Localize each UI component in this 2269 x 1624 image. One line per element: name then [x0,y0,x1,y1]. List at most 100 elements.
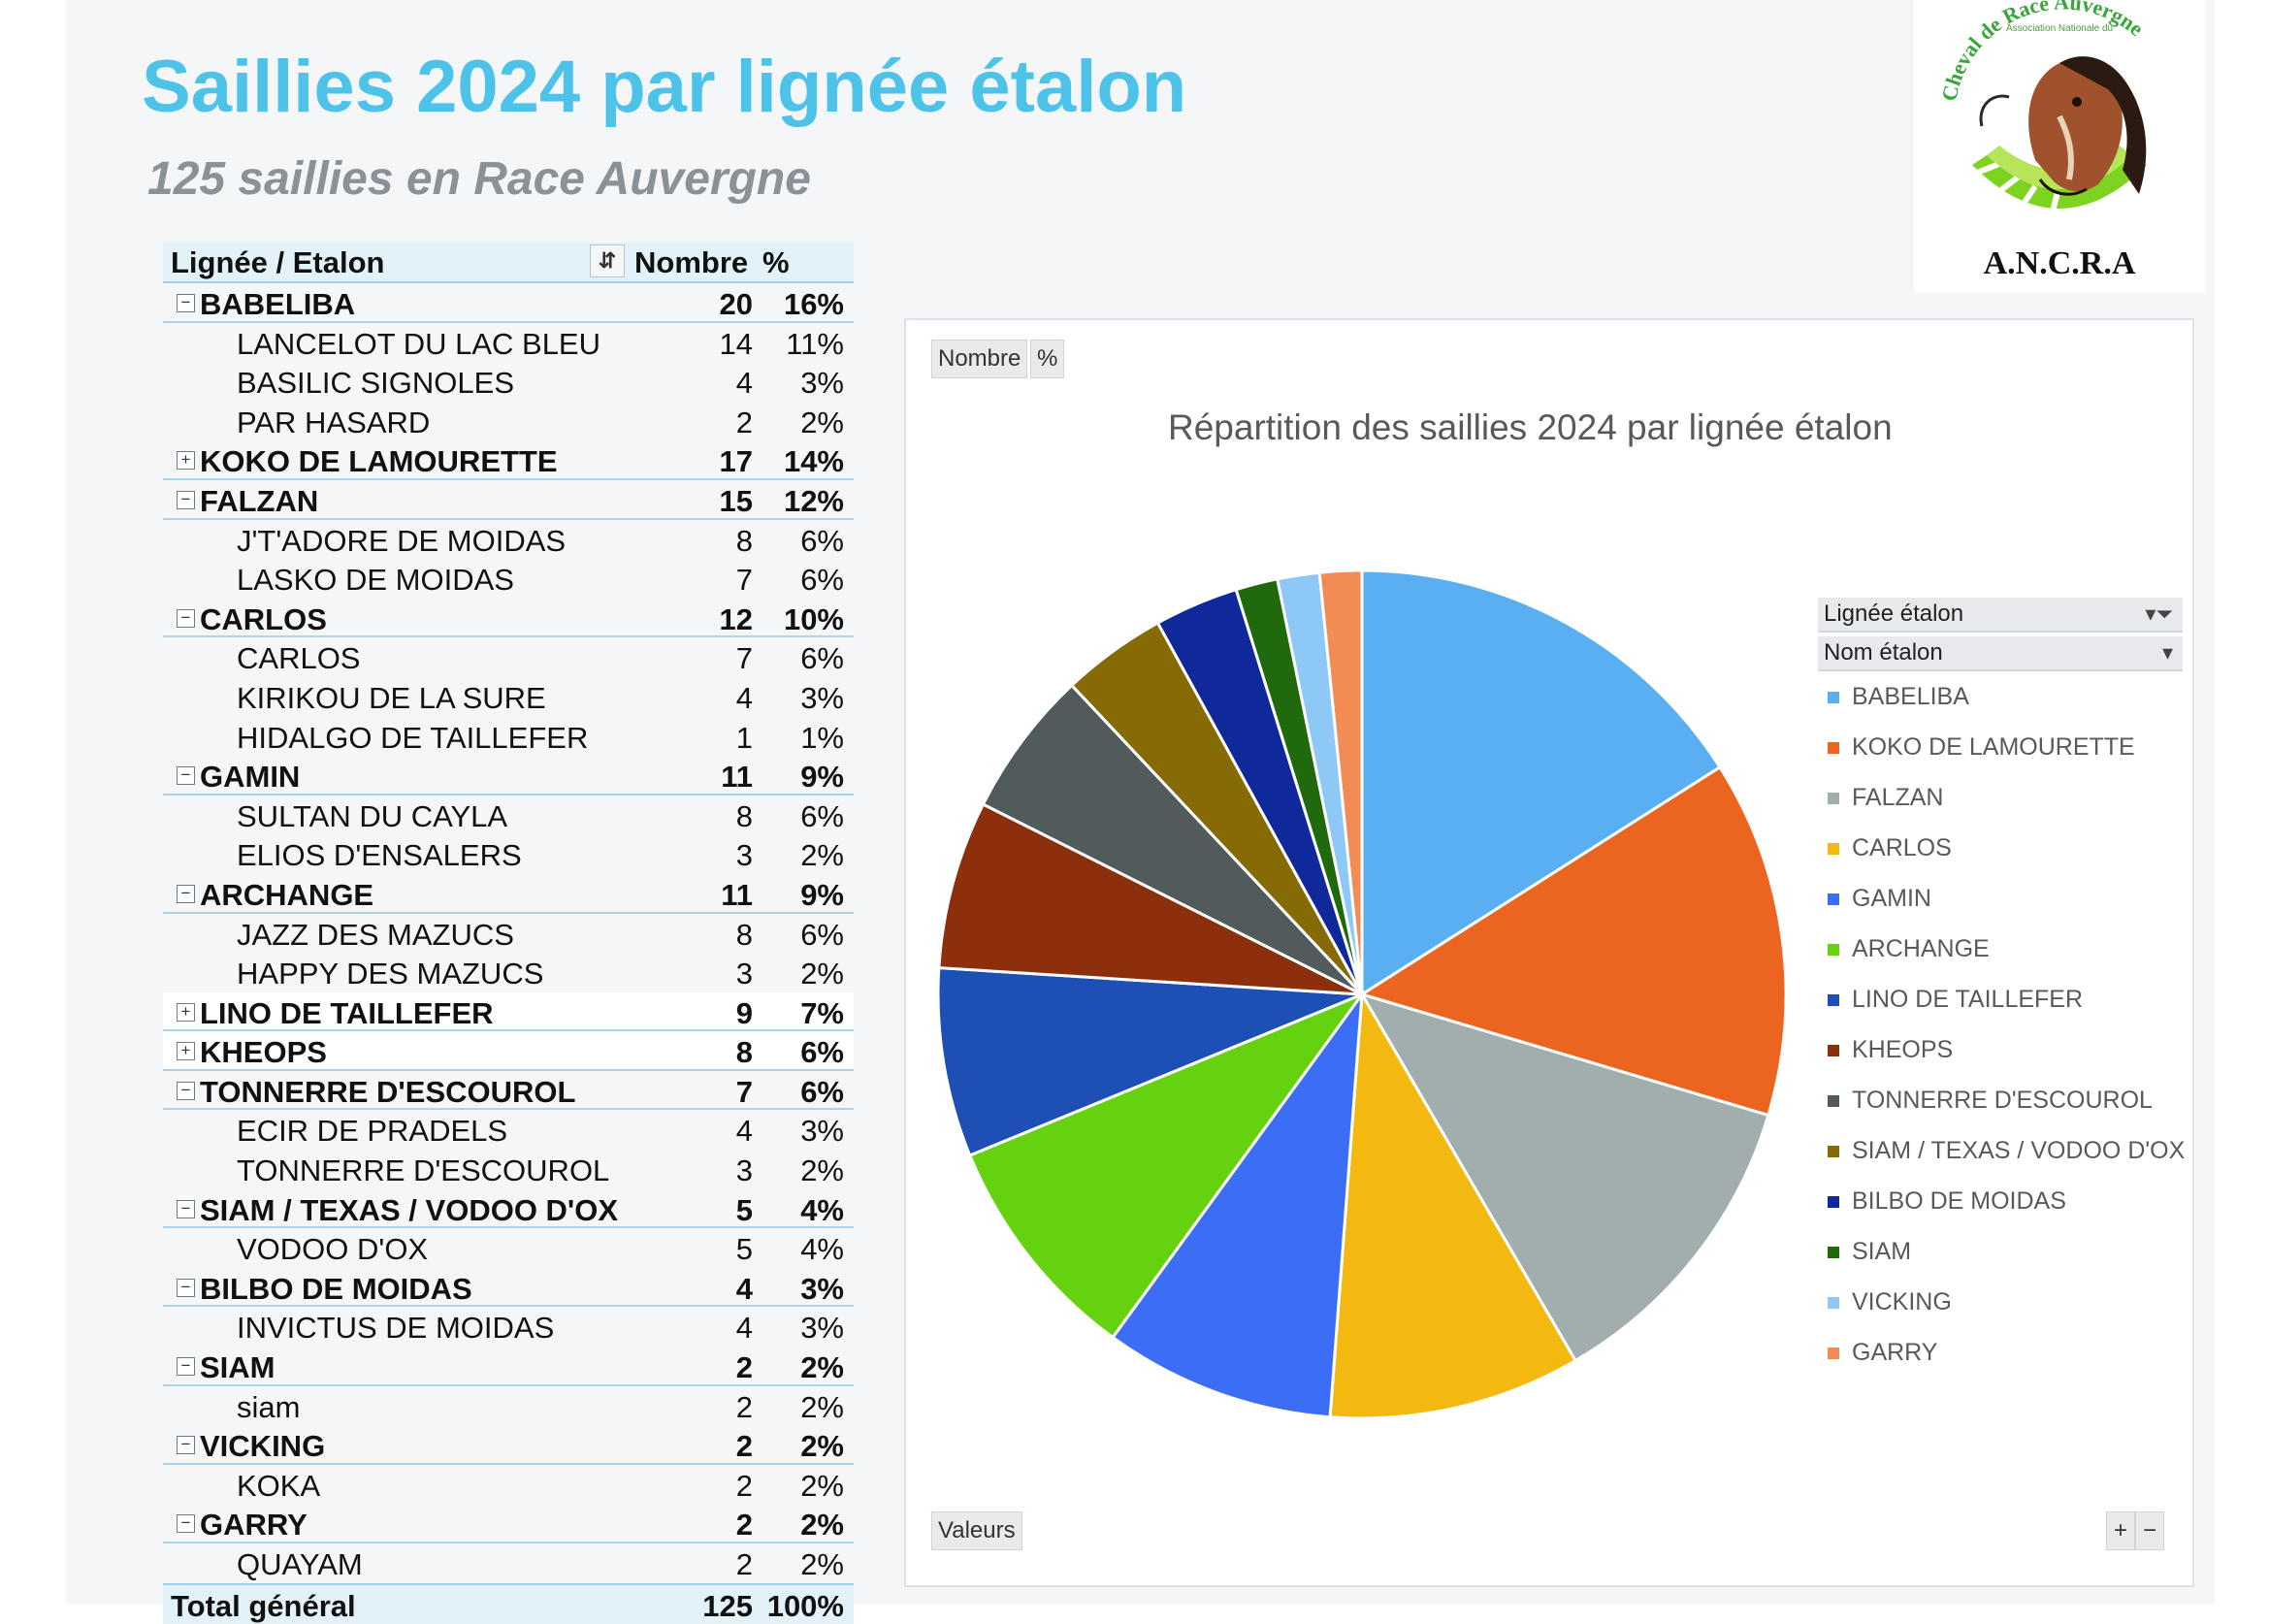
legend-item[interactable]: CARLOS [1818,827,2183,877]
page-title: Saillies 2024 par lignée étalon [142,46,1187,128]
collapse-toggle-icon[interactable]: − [177,490,195,509]
group-row: − SIAM / TEXAS / VODOO D'OX 5 4% [163,1189,854,1229]
group-label: TONNERRE D'ESCOUROL [200,1074,576,1109]
pie-slice-9[interactable] [981,683,1364,996]
child-row: ECIR DE PRADELS 4 3% [163,1110,854,1150]
pie-slice-2[interactable] [1358,764,1788,1118]
group-label: VICKING [200,1429,326,1464]
legend-label: ARCHANGE [1852,935,1990,962]
legend-label: LINO DE TAILLEFER [1852,986,2084,1013]
child-count: 4 [735,680,753,715]
collapse-toggle-icon[interactable]: − [177,294,195,312]
legend-item[interactable]: GAMIN [1818,877,2183,927]
child-count: 2 [735,1547,753,1581]
legend-item[interactable]: LINO DE TAILLEFER [1818,978,2183,1028]
collapse-toggle-icon[interactable]: − [177,1357,195,1377]
legend-label: GAMIN [1852,885,1931,912]
group-label: BABELIBA [200,287,356,321]
legend-item[interactable]: ARCHANGE [1818,927,2183,978]
group-count: 12 [719,601,753,636]
group-count: 11 [721,877,753,912]
child-label: TONNERRE D'ESCOUROL [237,1153,610,1188]
group-pct: 14% [783,444,844,479]
legend-item[interactable]: FALZAN [1818,776,2183,827]
legend-item[interactable]: KHEOPS [1818,1028,2183,1079]
group-row: − BILBO DE MOIDAS 4 3% [163,1268,854,1308]
pie-slice-7[interactable] [936,965,1363,1157]
child-pct: 6% [800,563,844,598]
legend-item[interactable]: BILBO DE MOIDAS [1818,1180,2183,1230]
child-label: J'T'ADORE DE MOIDAS [237,523,567,558]
group-row: − VICKING 2 2% [163,1425,854,1465]
group-pct: 12% [783,483,844,518]
expand-toggle-icon[interactable]: + [177,451,195,471]
legend-label: GARRY [1852,1339,1938,1366]
legend-filter-lignee[interactable]: Lignée étalon ▾⏷ [1818,598,2183,633]
collapse-toggle-icon[interactable]: − [177,608,195,628]
child-label: INVICTUS DE MOIDAS [237,1311,555,1346]
pie-slice-6[interactable] [967,991,1367,1340]
group-count: 4 [735,1271,753,1306]
group-pct: 6% [800,1074,844,1109]
legend-item[interactable]: GARRY [1818,1331,2183,1381]
child-pct: 3% [800,680,844,715]
group-row: − BABELIBA 20 16% [163,283,854,323]
svg-text:Association Nationale du: Association Nationale du [2006,23,2113,34]
legend-item[interactable]: SIAM [1818,1230,2183,1281]
pivot-header-row: Lignée / Etalon ⇵ Nombre % [163,243,854,283]
filter-icon[interactable]: ▾⏷ [2145,601,2173,626]
pie-slice-8[interactable] [937,802,1363,996]
child-label: KOKA [237,1468,321,1503]
legend-item[interactable]: VICKING [1818,1281,2183,1331]
collapse-toggle-icon[interactable]: − [177,766,195,786]
pie-slice-14[interactable] [1317,568,1364,995]
expand-toggle-icon[interactable]: + [177,1002,195,1022]
child-label: HAPPY DES MAZUCS [237,957,544,991]
child-pct: 11% [786,326,844,361]
chevron-down-icon[interactable]: ▾ [2161,640,2173,665]
collapse-toggle-icon[interactable]: − [177,1199,195,1218]
group-row: + KOKO DE LAMOURETTE 17 14% [163,440,854,480]
child-pct: 3% [800,366,844,401]
child-count: 8 [735,798,753,833]
total-label: Total général [171,1588,356,1623]
pie-slice-5[interactable] [1111,989,1364,1419]
pie-slice-1[interactable] [1360,568,1723,997]
child-row: KIRIKOU DE LA SURE 4 3% [163,677,854,717]
child-row: VODOO D'OX 5 4% [163,1228,854,1268]
collapse-toggle-icon[interactable]: − [177,884,195,903]
collapse-button[interactable]: − [2135,1511,2164,1550]
child-pct: 3% [800,1311,844,1346]
child-label: CARLOS [237,641,361,676]
collapse-toggle-icon[interactable]: − [177,1436,195,1455]
child-pct: 2% [800,1389,844,1424]
field-button-pct[interactable]: % [1030,340,1065,378]
legend-filter-nom-label: Nom étalon [1824,639,1943,666]
child-pct: 2% [800,838,844,873]
group-row: − FALZAN 15 12% [163,480,854,520]
legend-filter-nom[interactable]: Nom étalon ▾ [1818,636,2183,671]
pie-slice-3[interactable] [1358,991,1770,1363]
group-pct: 2% [800,1350,844,1385]
collapse-toggle-icon[interactable]: − [177,1278,195,1297]
expand-toggle-icon[interactable]: + [177,1042,195,1061]
group-pct: 10% [783,601,844,636]
legend-item[interactable]: TONNERRE D'ESCOUROL [1818,1079,2183,1129]
pivot-chart-panel: Nombre % Répartition des saillies 2024 p… [904,318,2194,1587]
field-button-nombre[interactable]: Nombre [931,340,1028,378]
collapse-toggle-icon[interactable]: − [177,1514,195,1534]
legend-label: SIAM [1852,1238,1912,1265]
collapse-toggle-icon[interactable]: − [177,1081,195,1100]
legend-label: VICKING [1852,1288,1952,1315]
child-pct: 4% [800,1232,844,1267]
legend-item[interactable]: SIAM / TEXAS / VODOO D'OX [1818,1129,2185,1180]
values-button[interactable]: Valeurs [931,1511,1022,1550]
expand-button[interactable]: + [2106,1511,2135,1550]
legend-swatch [1828,1146,1839,1157]
pie-slice-4[interactable] [1328,990,1578,1420]
legend-item[interactable]: KOKO DE LAMOURETTE [1818,726,2183,776]
child-row: HAPPY DES MAZUCS 3 2% [163,953,854,992]
legend-item[interactable]: BABELIBA [1818,675,2183,726]
child-pct: 6% [800,523,844,558]
sort-filter-icon[interactable]: ⇵ [590,244,625,277]
